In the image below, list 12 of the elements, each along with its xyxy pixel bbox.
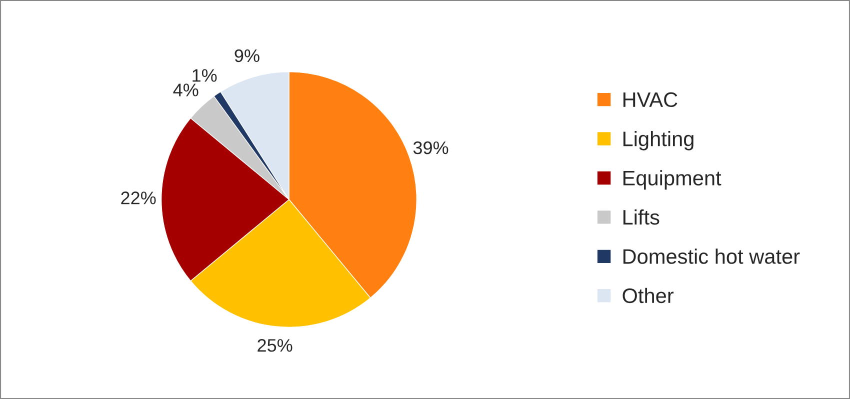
data-label: 1% [192, 69, 217, 82]
legend-label: Lighting [623, 130, 694, 150]
legend-label: Equipment [623, 170, 722, 190]
legend-label: Other [622, 288, 674, 304]
data-label: 39% [413, 141, 448, 154]
legend-label: HVAC [623, 92, 678, 108]
data-label: 22% [121, 192, 156, 204]
legend-label: Lifts [623, 209, 660, 225]
data-label: 4% [173, 84, 198, 96]
legend-label: Domestic hot water [623, 248, 800, 264]
data-label: 25% [258, 339, 292, 352]
data-label: 9% [234, 49, 260, 62]
